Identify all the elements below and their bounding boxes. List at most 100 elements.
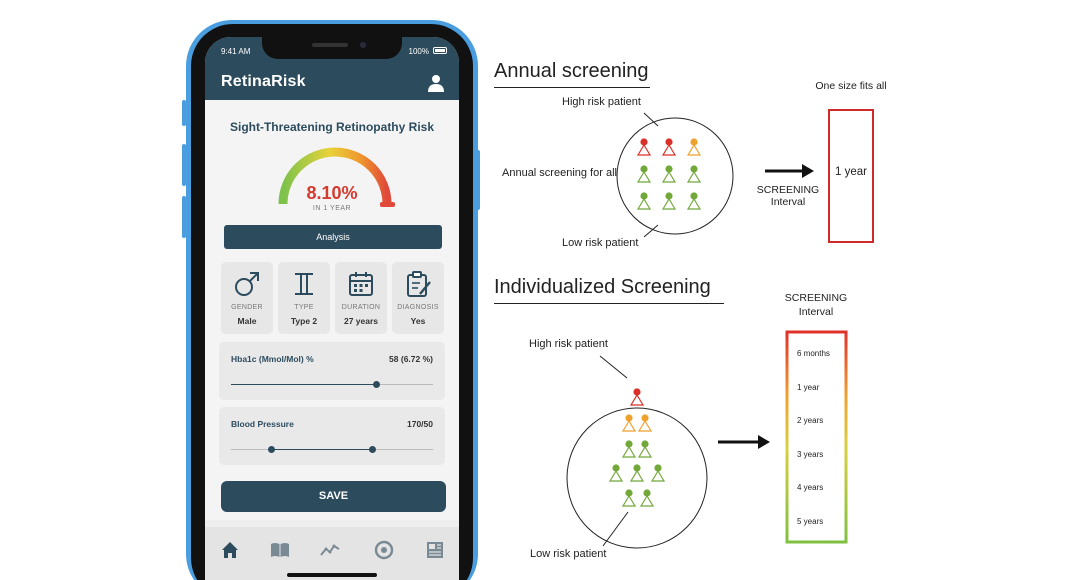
app-title: RetinaRisk [221,73,306,90]
annual-population-circle [616,117,734,235]
annual-title: Annual screening [494,60,649,82]
bottom-nav [205,527,459,580]
hba1c-value: 58 (6.72 %) [389,354,433,364]
annual-high-risk-pointer [643,112,659,127]
hba1c-card: Hba1c (Mmol/Mol) % 58 (6.72 %) [219,342,445,400]
annual-interval-box [828,109,874,243]
tile-value: Yes [410,316,426,326]
individual-low-risk-pointer [602,511,629,547]
calendar-icon [349,272,373,296]
annual-arrowhead [802,164,814,178]
risk-card: Sight-Threatening Retinopathy Risk 8.10%… [205,100,459,520]
tile-diagnosis[interactable]: DIAGNOSIS Yes [392,262,444,334]
annual-high-risk-label: High risk patient [562,96,641,108]
person-icon [686,192,702,210]
screening-diagram: Annual screening High risk patient Annua… [480,50,1068,580]
hba1c-slider-fill [231,384,377,385]
annual-interval-value: 1 year [835,166,867,178]
tile-label: TYPE [294,304,314,311]
person-icon [636,138,652,156]
interval-header-1: SCREENING [784,292,848,304]
home-indicator[interactable] [287,573,377,577]
person-icon [637,440,653,458]
interval-label: 4 years [797,483,824,492]
person-icon [621,440,637,458]
individual-arrowhead [758,435,770,449]
phone-side-button [476,150,480,210]
news-icon[interactable] [425,540,445,560]
phone-side-button [182,100,186,126]
tile-value: Male [237,316,257,326]
interval-label: 2 years [797,416,824,425]
interval-label: 5 years [797,516,824,526]
individual-high-risk-label: High risk patient [529,338,608,350]
status-battery-text: 100% [408,47,429,56]
interval-label: 3 years [797,449,824,459]
analysis-button[interactable]: Analysis [224,225,442,249]
status-time: 9:41 AM [221,47,251,56]
hba1c-slider-knob[interactable] [372,381,380,388]
individual-high-risk-pointer [599,355,628,379]
person-icon [661,138,677,156]
interval-gradient-bar [785,330,848,544]
annual-low-risk-pointer [643,224,659,238]
tile-label: GENDER [231,304,263,311]
annual-for-all-label: Annual screening for all [502,167,617,179]
person-icon [636,192,652,210]
home-icon[interactable] [220,540,240,560]
battery-icon [433,47,447,54]
male-icon [235,272,259,296]
person-icon [686,138,702,156]
phone-side-button [182,196,186,238]
person-icon [629,464,645,482]
tile-gender[interactable]: GENDER Male [221,262,273,334]
risk-value: 8.10% [306,183,358,203]
blood-pressure-card: Blood Pressure 170/50 [219,407,445,465]
individual-title-rule [494,303,724,304]
app-header: 9:41 AM 100% RetinaRisk [205,37,459,100]
tile-duration[interactable]: DURATION 27 years [335,262,387,334]
roman-two-icon [295,273,313,295]
tile-label: DIAGNOSIS [397,304,439,311]
book-icon[interactable] [270,540,290,560]
phone-speaker [312,43,348,47]
user-icon[interactable] [427,74,445,92]
annual-arrow-label-1: SCREENING [756,184,820,196]
annual-arrow-label-2: Interval [770,196,806,208]
individual-population-circle [566,407,708,549]
interval-label: 1 year [797,382,820,392]
phone-side-button [182,144,186,186]
person-icon [608,464,624,482]
annual-title-rule [494,87,650,88]
target-icon[interactable] [374,540,394,560]
hba1c-label: Hba1c (Mmol/Mol) % [231,354,314,364]
person-icon [629,388,645,406]
person-icon [639,489,655,507]
blood-pressure-low-knob[interactable] [267,446,275,453]
diagram-graphics [566,109,874,549]
tile-value: Type 2 [290,316,318,326]
phone-notch [262,37,402,59]
annual-low-risk-label: Low risk patient [562,237,639,249]
risk-gauge [278,147,395,207]
person-icon [636,165,652,183]
person-icon [637,414,653,432]
annual-box-caption: One size fits all [815,80,887,92]
person-icon [686,165,702,183]
individual-title: Individualized Screening [494,276,711,298]
interval-label: 6 months [797,349,830,358]
blood-pressure-value: 170/50 [407,419,433,429]
app-screen: 9:41 AM 100% RetinaRisk Sight-Threatenin… [205,37,459,580]
blood-pressure-high-knob[interactable] [368,446,376,453]
save-button[interactable]: SAVE [221,481,446,512]
blood-pressure-label: Blood Pressure [231,419,294,429]
tile-type[interactable]: TYPE Type 2 [278,262,330,334]
person-icon [661,165,677,183]
person-icon [650,464,666,482]
person-icon [621,489,637,507]
phone-camera [360,42,366,48]
blood-pressure-slider-fill [271,449,373,450]
clipboard-icon [407,271,431,297]
chart-icon[interactable] [320,540,340,560]
tile-value: 27 years [343,316,379,326]
